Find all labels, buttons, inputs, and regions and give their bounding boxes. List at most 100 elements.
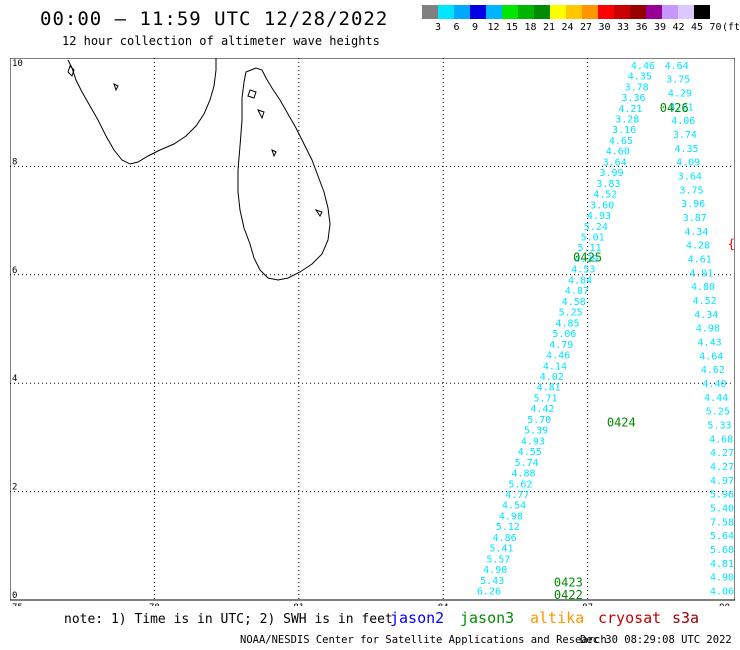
legend-label: 12 bbox=[487, 22, 500, 33]
swh-value: 4.06 bbox=[671, 116, 695, 127]
legend-label: 70 bbox=[709, 22, 722, 33]
swh-value: 4.52 bbox=[693, 296, 717, 307]
legend-label: 9 bbox=[471, 22, 479, 33]
swh-value: 4.91 bbox=[689, 268, 713, 279]
swh-value: 4.90 bbox=[710, 573, 734, 584]
legend-label: 42 bbox=[672, 22, 685, 33]
legend-swatch bbox=[662, 5, 678, 19]
swh-value: 4.68 bbox=[709, 434, 733, 445]
swh-value: 5.71 bbox=[533, 393, 557, 404]
chart-subtitle: 12 hour collection of altimeter wave hei… bbox=[62, 34, 380, 48]
legend-label: 39 bbox=[653, 22, 667, 33]
lon-tick-label: 90 bbox=[719, 603, 730, 606]
pass-time-label: 0422 bbox=[554, 588, 583, 602]
swh-value: 3.83 bbox=[596, 179, 620, 190]
swh-value: 3.36 bbox=[621, 93, 645, 104]
satellite-label-altika: altika bbox=[530, 609, 585, 627]
swh-value: 4.14 bbox=[543, 361, 567, 372]
swh-value: 4.28 bbox=[686, 241, 710, 252]
swh-value: 3.64 bbox=[603, 157, 627, 168]
legend-label: 27 bbox=[579, 22, 593, 33]
swh-value: 4.93 bbox=[587, 211, 611, 222]
pass-time-label: 0423 bbox=[554, 575, 583, 589]
swh-value: 3.60 bbox=[590, 200, 614, 211]
swh-value: 4.62 bbox=[701, 365, 725, 376]
swh-value: 4.54 bbox=[502, 501, 526, 512]
swh-value: 3.87 bbox=[683, 213, 707, 224]
swh-value: 5.74 bbox=[515, 458, 539, 469]
swh-value: 4.35 bbox=[628, 72, 652, 83]
swh-value: 5.24 bbox=[584, 222, 608, 233]
swh-value: 4.84 bbox=[568, 275, 592, 286]
legend-swatch bbox=[646, 5, 662, 19]
pass-time-label: 0426 bbox=[660, 101, 689, 115]
swh-value: 3.96 bbox=[681, 199, 705, 210]
swh-value: 3.75 bbox=[666, 75, 690, 86]
swh-value: 4.42 bbox=[530, 404, 554, 415]
legend-swatch bbox=[566, 5, 582, 19]
swh-value: 5.39 bbox=[524, 426, 548, 437]
swh-value: 4.52 bbox=[593, 190, 617, 201]
legend-label: 30 bbox=[598, 22, 611, 33]
legend-swatch bbox=[486, 5, 502, 19]
swh-value: 4.46 bbox=[631, 61, 655, 72]
swh-value: 4.60 bbox=[606, 147, 630, 158]
swh-value: 4.97 bbox=[710, 476, 734, 487]
legend-label: 45 bbox=[690, 22, 704, 33]
sri-lanka-coastline bbox=[237, 67, 331, 281]
swh-value: 5.70 bbox=[527, 415, 551, 426]
legend-swatch bbox=[422, 5, 438, 19]
lon-tick-label: 81 bbox=[293, 603, 304, 606]
swh-value: 4.64 bbox=[699, 351, 723, 362]
lat-tick-label: 10 bbox=[12, 59, 23, 69]
swh-value: 4.65 bbox=[609, 136, 633, 147]
swh-value: 5.57 bbox=[486, 554, 510, 565]
swh-value: 4.46 bbox=[546, 351, 570, 362]
swh-value: 4.98 bbox=[499, 511, 523, 522]
swh-value: 5.01 bbox=[581, 233, 605, 244]
swh-value: 4.39 bbox=[574, 254, 598, 265]
swh-value: 3.16 bbox=[612, 125, 636, 136]
legend-label: 21 bbox=[542, 22, 556, 33]
lon-tick-label: 84 bbox=[438, 603, 449, 606]
lat-tick-label: 6 bbox=[12, 266, 17, 276]
legend-swatch bbox=[438, 5, 454, 19]
legend-swatch bbox=[518, 5, 534, 19]
satellite-label-jason3: jason3 bbox=[460, 609, 515, 627]
legend-swatch bbox=[694, 5, 710, 19]
pass-time-label: 0425 bbox=[573, 250, 602, 264]
swh-value: 5.43 bbox=[480, 576, 504, 587]
swh-value: 4.06 bbox=[710, 587, 734, 598]
swh-value: 3.75 bbox=[679, 185, 703, 196]
swh-value: 4.87 bbox=[565, 286, 589, 297]
swh-value: 4.90 bbox=[483, 565, 507, 576]
swh-value: 4.81 bbox=[710, 559, 734, 570]
lon-tick-label: 75 bbox=[12, 603, 23, 606]
legend-label: 18 bbox=[524, 22, 537, 33]
swh-value: 3.78 bbox=[625, 82, 649, 93]
cryosat-edge-marker: { bbox=[728, 237, 735, 251]
credit-line: NOAA/NESDIS Center for Satellite Applica… bbox=[240, 634, 607, 646]
swh-value: 4.40 bbox=[702, 379, 726, 390]
swh-value: 4.53 bbox=[571, 265, 595, 276]
altimeter-map: 7578818487900246810 6.265.434.905.575.41… bbox=[10, 58, 735, 606]
legend-swatch bbox=[630, 5, 646, 19]
swh-value: 5.33 bbox=[707, 421, 731, 432]
swh-value: 4.64 bbox=[665, 61, 689, 72]
swh-value: 5.96 bbox=[710, 490, 734, 501]
swh-value: 5.40 bbox=[710, 504, 734, 515]
swh-value: 5.41 bbox=[489, 544, 513, 555]
swh-value: 4.34 bbox=[684, 227, 708, 238]
axis-labels: 75 78 81 84 87 90 0 2 4 6 8 10 bbox=[12, 59, 730, 606]
legend-swatch bbox=[614, 5, 630, 19]
swh-value: 4.61 bbox=[688, 255, 712, 266]
legend-swatch bbox=[534, 5, 550, 19]
swh-value: 4.98 bbox=[696, 324, 720, 335]
legend-label: (ft) bbox=[721, 22, 740, 33]
swh-value: 5.64 bbox=[710, 531, 734, 542]
swh-value: 5.25 bbox=[559, 308, 583, 319]
chart-title: 00:00 – 11:59 UTC 12/28/2022 bbox=[40, 8, 389, 30]
